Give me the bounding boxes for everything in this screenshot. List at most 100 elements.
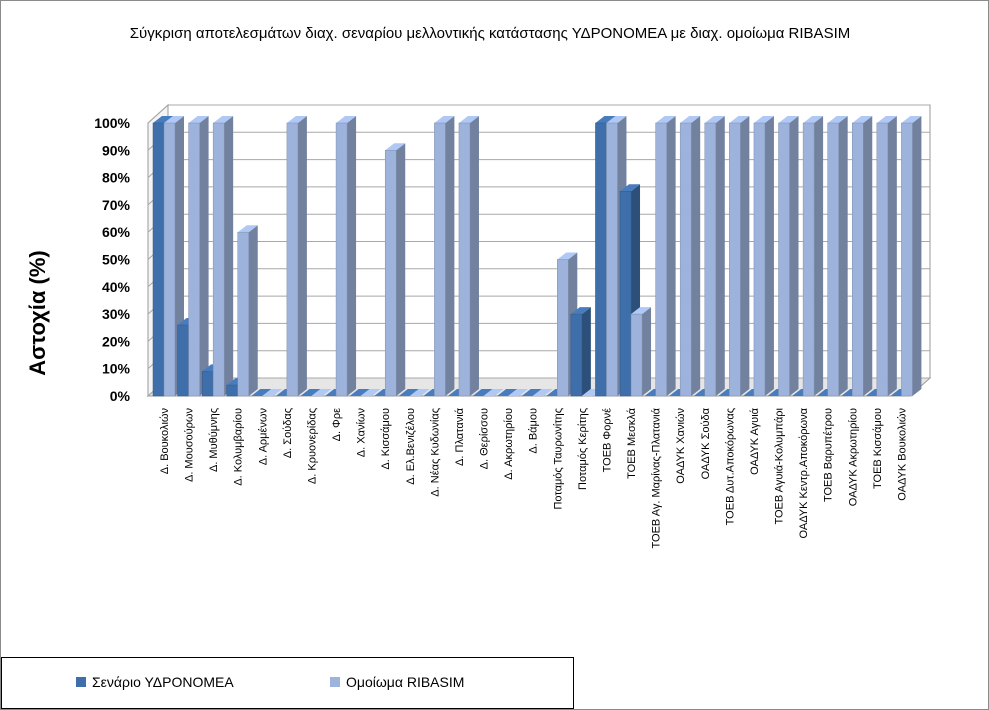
bar-ribasim-top xyxy=(508,389,529,396)
bar-ribasim xyxy=(679,122,692,397)
x-tick-label: ΟΑΔΥΚ Χανιών xyxy=(675,408,687,484)
bar-ribasim xyxy=(606,122,618,397)
bar-ribasim-top xyxy=(164,116,184,123)
bar-ribasim-top xyxy=(655,116,676,123)
bar-ribasim-side xyxy=(347,116,357,396)
bar-ydronomea-top xyxy=(570,307,591,315)
y-tick-label: 80% xyxy=(102,170,131,186)
bar-ydronomea-top xyxy=(620,184,641,192)
bar-ribasim-top xyxy=(680,116,701,123)
bar-ribasim xyxy=(237,231,249,397)
bar-ribasim-side xyxy=(396,143,406,396)
bar-ribasim-top xyxy=(237,225,258,233)
bar-ydronomea-top xyxy=(497,389,518,396)
x-tick-label: ΤΟΕΒ Αγυιά-Κολυμπάρι xyxy=(774,407,786,524)
x-tick-label: Δ. Ακρωτηρίου xyxy=(503,408,515,480)
bar-ydronomea xyxy=(595,122,607,397)
bar-ribasim xyxy=(729,122,741,397)
bar-ribasim xyxy=(458,122,471,397)
y-tick-label: 100% xyxy=(94,115,130,131)
bar-ribasim-side xyxy=(789,116,799,396)
bar-ribasim-top xyxy=(729,116,750,123)
bar-ydronomea xyxy=(570,313,583,397)
bar-ribasim xyxy=(286,122,299,397)
bar-ribasim xyxy=(753,122,766,397)
x-tick-label: ΤΟΕΒ Αγ. Μαρίνας-Πλατανιά xyxy=(651,407,663,548)
x-tick-label: ΟΑΔΥΚ Ακρωτηρίου xyxy=(847,408,859,506)
x-tick-label: ΟΑΔΥΚ Κεντρ.Αποκόρωνα xyxy=(798,407,810,538)
y-tick-label: 90% xyxy=(102,142,131,158)
y-tick-label: 60% xyxy=(102,224,131,240)
bar-ribasim-top xyxy=(803,116,824,123)
legend-item-ydronomea: Σενάριο ΥΔΡΟΝΟΜΕΑ xyxy=(76,674,234,690)
x-tick-label: Δ. Κισσάμου xyxy=(380,408,392,470)
bar-ydronomea xyxy=(177,324,189,397)
bar-ribasim-top xyxy=(631,307,652,315)
x-tick-label: Δ. Πλατανιά xyxy=(454,407,466,466)
y-tick-label: 20% xyxy=(102,333,131,349)
legend-label-ribasim: Ομοίωμα RIBASIM xyxy=(346,674,465,690)
bar-ribasim-top xyxy=(852,116,873,123)
x-tick-label: Δ. Βάμου xyxy=(528,408,540,454)
bar-ribasim-side xyxy=(224,116,234,396)
bar-ribasim-top xyxy=(557,252,578,260)
bar-ribasim-top xyxy=(458,116,479,123)
legend-swatch-ribasim xyxy=(330,677,340,687)
y-tick-label: 40% xyxy=(102,279,131,295)
y-tick-label: 50% xyxy=(102,252,131,268)
bar-ribasim xyxy=(876,122,889,397)
bar-ribasim-top xyxy=(409,389,430,396)
bar-ribasim xyxy=(434,122,446,397)
legend-item-ribasim: Ομοίωμα RIBASIM xyxy=(330,674,464,690)
x-tick-label: Δ. Μυθύμνης xyxy=(208,408,220,472)
bar-ribasim-side xyxy=(912,116,922,396)
bar-ribasim xyxy=(704,122,717,397)
bar-ydronomea-top xyxy=(595,116,616,123)
bar-ydronomea xyxy=(619,191,632,397)
x-tick-label: Δ. Κρυονερίδας xyxy=(306,408,318,484)
bar-ribasim-side xyxy=(199,116,209,396)
bar-ribasim-top xyxy=(901,116,922,123)
bar-ribasim-top xyxy=(532,389,553,396)
x-tick-label: Δ. Θερίσσου xyxy=(479,408,491,469)
legend-swatch-ydronomea xyxy=(76,677,86,687)
bar-ribasim-side xyxy=(838,116,848,396)
bar-ribasim xyxy=(335,122,348,397)
bar-ribasim xyxy=(212,122,225,397)
bar-ribasim-side xyxy=(445,116,455,396)
bar-ribasim-side xyxy=(887,116,897,396)
bar-ribasim-top xyxy=(336,116,357,123)
bar-ribasim-top xyxy=(385,143,406,151)
x-tick-label: Δ. Βουκολιών xyxy=(159,408,171,475)
bar-ribasim xyxy=(384,150,397,397)
bar-ribasim-top xyxy=(262,389,283,396)
bar-ydronomea-top xyxy=(398,389,419,396)
bar-ydronomea-top xyxy=(521,389,542,396)
bar-ribasim-top xyxy=(286,116,307,123)
bar-ribasim xyxy=(655,122,667,397)
chart-title: Σύγκριση αποτελεσμάτων διαχ. σεναρίου με… xyxy=(129,25,851,42)
x-tick-label: Δ. Χανίων xyxy=(356,408,368,458)
y-tick-label: 70% xyxy=(102,197,131,213)
bar-ribasim-top xyxy=(778,116,799,123)
bar-ribasim-side xyxy=(691,116,701,396)
x-tick-label: ΤΟΕΒ Φορνέ xyxy=(601,408,613,472)
bar-ydronomea xyxy=(201,371,214,397)
bar-ribasim-top xyxy=(213,116,234,123)
bar-ydronomea-top xyxy=(349,389,370,396)
bar-ribasim-side xyxy=(715,116,725,396)
bar-ydronomea xyxy=(152,122,165,397)
x-tick-label: Δ. Σούδας xyxy=(282,408,294,458)
x-tick-label: ΟΑΔΥΚ Αγυιά xyxy=(749,407,761,474)
bar-ribasim-top xyxy=(827,116,848,123)
x-tick-label: ΤΟΕΒ Βαρυπέτρου xyxy=(823,408,835,502)
bar-ribasim xyxy=(163,122,176,397)
x-tick-label: ΤΟΕΒ Δυτ.Αποκόρωνας xyxy=(724,408,736,525)
bar-ribasim-top xyxy=(434,116,455,123)
bar-ribasim-top xyxy=(876,116,897,123)
bar-ribasim xyxy=(802,122,815,397)
bar-ribasim-side xyxy=(863,116,873,396)
bar-ribasim xyxy=(557,259,569,397)
x-tick-label: Δ. Νέας Κυδωνίας xyxy=(429,408,441,497)
